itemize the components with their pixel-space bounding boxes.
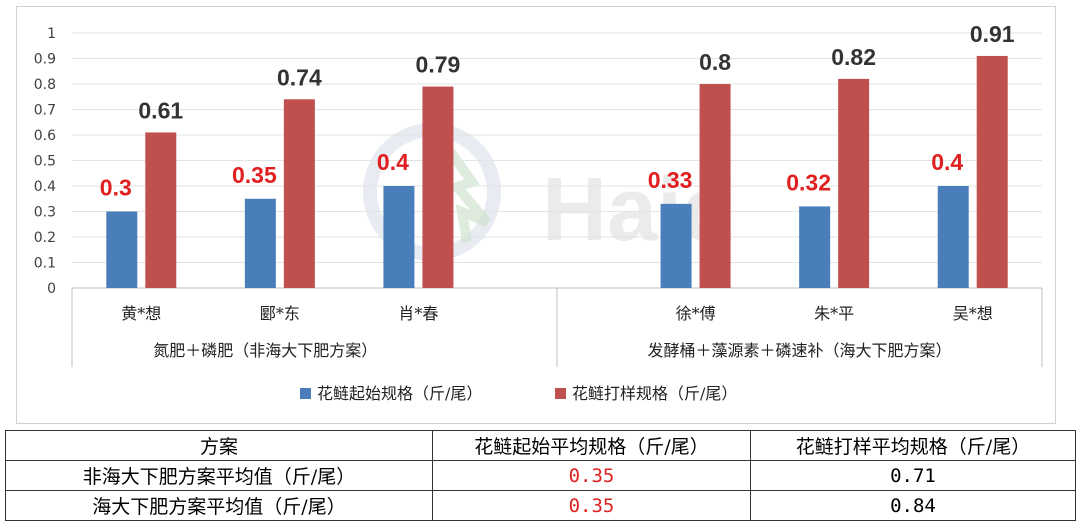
data-label: 0.61 bbox=[138, 97, 183, 123]
table-header-cell: 花鲢打样平均规格（斤/尾） bbox=[750, 430, 1076, 461]
group-label: 氮肥＋磷肥（非海大下肥方案） bbox=[153, 341, 377, 360]
legend-label: 花鲢起始规格（斤/尾） bbox=[317, 384, 482, 403]
bar-sample-size bbox=[283, 99, 315, 288]
bar-sample-size bbox=[976, 55, 1008, 289]
y-tick-label: 0.6 bbox=[34, 128, 56, 144]
summary-table: 方案 花鲢起始平均规格（斤/尾） 花鲢打样平均规格（斤/尾） 非海大下肥方案平均… bbox=[5, 430, 1076, 521]
legend-label: 花鲢打样规格（斤/尾） bbox=[572, 384, 737, 403]
y-tick-label: 0.5 bbox=[34, 154, 56, 170]
data-label: 0.74 bbox=[277, 64, 322, 90]
y-tick-label: 0 bbox=[47, 281, 56, 297]
y-axis-ticks: 0 0.1 0.2 0.3 0.4 0.5 0.6 0.7 0.8 0.9 1 bbox=[34, 26, 56, 297]
category-label: 吴*想 bbox=[953, 304, 993, 323]
gridlines bbox=[72, 32, 1042, 289]
data-label: 0.35 bbox=[232, 162, 277, 188]
bar-start-size bbox=[660, 203, 692, 288]
data-label: 0.3 bbox=[100, 175, 132, 201]
category-label: 徐*傅 bbox=[676, 304, 716, 323]
bar-start-size bbox=[383, 186, 415, 288]
bar-sample-size bbox=[145, 132, 177, 288]
y-tick-label: 0.3 bbox=[34, 205, 56, 221]
y-tick-label: 0.1 bbox=[34, 256, 56, 272]
category-label: 黄*想 bbox=[121, 304, 161, 323]
bar-start-size bbox=[106, 211, 138, 288]
legend: 花鲢起始规格（斤/尾） 花鲢打样规格（斤/尾） bbox=[300, 384, 737, 403]
x-axis: 黄*想 郾*东 肖*春 徐*傅 朱*平 吴*想氮肥＋磷肥（非海大下肥方案） 发酵桶＋藻源素＋… bbox=[71, 288, 1043, 367]
bar-start-size bbox=[244, 198, 276, 288]
y-tick-label: 0.4 bbox=[34, 179, 56, 195]
data-label: 0.8 bbox=[699, 49, 731, 75]
y-tick-label: 1 bbox=[47, 26, 56, 42]
table-cell-sample: 0.71 bbox=[750, 460, 1076, 491]
y-tick-label: 0.8 bbox=[34, 77, 56, 93]
chart-frame: Haid 0 0.1 0.2 0.3 0.4 0.5 0.6 0.7 0.8 0.9 1 0.3 0.… bbox=[16, 6, 1056, 424]
table-header-cell: 花鲢起始平均规格（斤/尾） bbox=[432, 430, 751, 461]
bar-sample-size bbox=[699, 84, 731, 288]
data-label: 0.79 bbox=[416, 52, 461, 78]
table-header-row: 方案 花鲢起始平均规格（斤/尾） 花鲢打样平均规格（斤/尾） bbox=[5, 430, 1076, 461]
y-tick-label: 0.2 bbox=[34, 230, 56, 246]
category-label: 郾*东 bbox=[260, 304, 300, 323]
table-cell-start: 0.35 bbox=[432, 490, 751, 521]
table-cell-plan: 非海大下肥方案平均值（斤/尾） bbox=[5, 460, 433, 491]
legend-swatch bbox=[555, 388, 566, 399]
table-cell-plan: 海大下肥方案平均值（斤/尾） bbox=[5, 490, 433, 521]
data-label: 0.82 bbox=[831, 44, 876, 70]
data-label: 0.4 bbox=[931, 149, 963, 175]
bar-start-size bbox=[799, 206, 831, 288]
bar-sample-size bbox=[422, 86, 454, 288]
data-label: 0.91 bbox=[970, 21, 1015, 47]
category-label: 肖*春 bbox=[398, 304, 438, 323]
y-tick-label: 0.9 bbox=[34, 52, 56, 68]
category-label: 朱*平 bbox=[814, 304, 854, 323]
data-label: 0.33 bbox=[648, 167, 693, 193]
table-row: 海大下肥方案平均值（斤/尾） 0.35 0.84 bbox=[5, 490, 1076, 521]
bar-chart: Haid 00.10.20.30.40.50.60.70.80.91 0.3 0.… bbox=[34, 21, 1043, 403]
table-cell-sample: 0.84 bbox=[750, 490, 1076, 521]
bar-sample-size bbox=[838, 78, 870, 289]
table-header-cell: 方案 bbox=[5, 430, 433, 461]
group-label: 发酵桶＋藻源素＋磷速补（海大下肥方案） bbox=[647, 341, 951, 360]
legend-swatch bbox=[300, 388, 311, 399]
data-label: 0.32 bbox=[786, 169, 831, 195]
table-cell-start: 0.35 bbox=[432, 460, 751, 491]
table-row: 非海大下肥方案平均值（斤/尾） 0.35 0.71 bbox=[5, 460, 1076, 491]
bar-start-size bbox=[937, 186, 969, 288]
bars bbox=[106, 55, 1008, 289]
data-label: 0.4 bbox=[377, 149, 409, 175]
data-labels: 0.3 0.35 0.4 0.33 0.32 0.4 0.61 0.74 0.79 0.8 0.82… bbox=[100, 21, 1015, 201]
y-tick-label: 0.7 bbox=[34, 103, 56, 119]
